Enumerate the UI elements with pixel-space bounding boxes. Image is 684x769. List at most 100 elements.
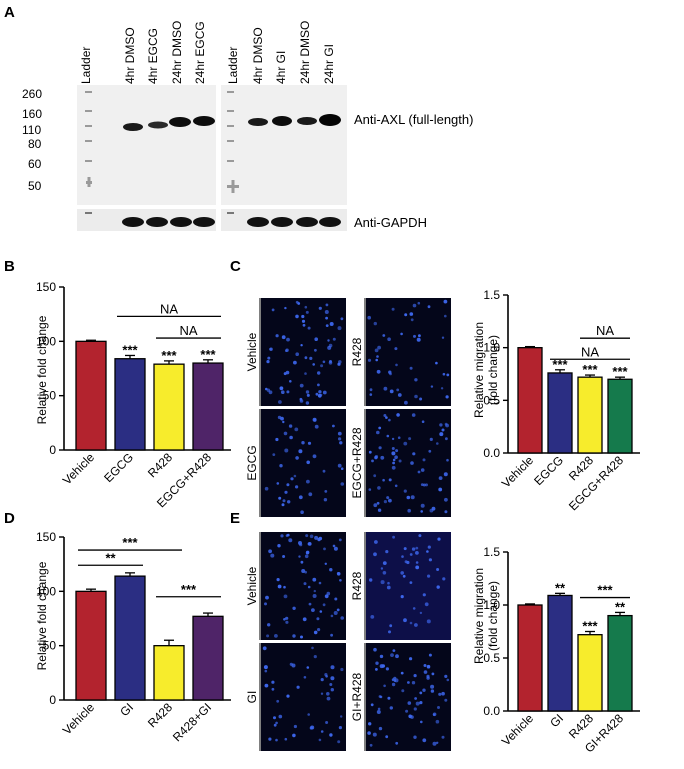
category-label: R428	[145, 700, 175, 730]
cell-nucleus	[289, 662, 293, 666]
cell-nucleus	[388, 498, 392, 503]
cell-nucleus	[409, 366, 413, 370]
cell-nucleus	[282, 499, 286, 503]
cell-nucleus	[340, 616, 345, 620]
cell-nucleus	[330, 676, 335, 681]
cell-nucleus	[283, 585, 286, 589]
cell-nucleus	[375, 358, 379, 362]
cell-nucleus	[288, 424, 293, 428]
cell-nucleus	[430, 684, 435, 689]
cell-nucleus	[305, 310, 309, 314]
bracket-label: NA	[581, 344, 599, 359]
significance-star: ***	[122, 342, 138, 357]
chart-e: 0.00.51.01.5Vehicle**GI***R428**GI+R428*…	[483, 545, 640, 755]
cell-nucleus	[307, 542, 312, 546]
micrograph	[261, 409, 346, 517]
cell-nucleus	[388, 630, 391, 634]
cell-nucleus	[312, 594, 317, 598]
cell-nucleus	[367, 315, 372, 320]
cell-nucleus	[305, 401, 310, 405]
cell-nucleus	[271, 680, 275, 684]
cell-nucleus	[298, 495, 303, 500]
cell-nucleus	[410, 495, 415, 500]
cell-nucleus	[306, 666, 310, 669]
cell-nucleus	[442, 372, 446, 376]
cell-nucleus	[317, 383, 320, 387]
cell-nucleus	[285, 616, 289, 620]
cell-nucleus	[312, 454, 317, 459]
cell-nucleus	[273, 723, 277, 727]
cell-nucleus	[376, 369, 381, 374]
cell-nucleus	[436, 442, 439, 445]
cell-nucleus	[285, 620, 289, 624]
cell-nucleus	[320, 364, 324, 368]
cell-nuclei	[264, 533, 345, 639]
cell-nucleus	[380, 580, 385, 585]
cell-nucleus	[301, 441, 305, 445]
cell-nucleus	[395, 741, 399, 745]
cell-nucleus	[411, 413, 416, 417]
cell-nucleus	[441, 735, 445, 739]
cell-nucleus	[383, 386, 388, 391]
cell-nucleus	[389, 624, 393, 628]
category-label: GI	[117, 700, 136, 719]
cell-nucleus	[300, 344, 303, 347]
cell-nucleus	[416, 337, 421, 342]
cell-nucleus	[315, 392, 319, 396]
cell-nucleus	[320, 730, 324, 733]
cell-nuclei	[367, 647, 450, 747]
cell-nucleus	[373, 552, 377, 557]
chart-d-ylabel: Relative fold change	[35, 561, 49, 670]
cell-nucleus	[337, 362, 341, 366]
cell-nucleus	[401, 555, 404, 558]
cell-nucleus	[280, 416, 284, 421]
cell-nucleus	[322, 603, 326, 607]
cell-nucleus	[300, 560, 304, 564]
chart-e-ylabel-line2: (fold change)	[486, 581, 500, 651]
category-label: Vehicle	[60, 450, 97, 487]
cell-nucleus	[304, 570, 308, 574]
cell-nucleus	[328, 343, 333, 348]
cell-nucleus	[418, 334, 421, 338]
cell-nucleus	[396, 388, 400, 392]
cell-nucleus	[428, 558, 432, 562]
chart-c-ylabel-line2: (fold change)	[486, 335, 500, 405]
cell-nucleus	[439, 423, 443, 427]
cell-nucleus	[420, 720, 423, 724]
cell-nucleus	[285, 534, 289, 537]
cell-nucleus	[318, 390, 322, 394]
cell-nucleus	[398, 459, 402, 463]
cell-nuclei	[369, 534, 446, 634]
cell-nucleus	[301, 314, 305, 319]
chart-c: 0.00.51.01.5Vehicle***EGCG***R428***EGCG…	[483, 288, 640, 513]
cell-nucleus	[266, 634, 270, 638]
cell-nucleus	[264, 486, 269, 491]
cell-nucleus	[403, 489, 407, 493]
cell-nucleus	[275, 437, 279, 442]
cell-nucleus	[282, 555, 286, 558]
y-tick-label: 0	[49, 443, 56, 457]
cell-nucleus	[436, 741, 439, 744]
cell-nucleus	[374, 455, 378, 460]
cell-nucleus	[392, 461, 395, 465]
cell-nucleus	[322, 390, 327, 395]
cell-nucleus	[303, 582, 307, 586]
micrograph-label: EGCG+R428	[350, 427, 364, 498]
cell-nucleus	[415, 701, 420, 706]
bar	[517, 347, 543, 454]
cell-nucleus	[274, 634, 278, 638]
cell-nucleus	[410, 715, 414, 719]
cell-nucleus	[377, 486, 381, 490]
cell-nucleus	[404, 400, 408, 405]
cell-nucleus	[391, 465, 396, 470]
cell-nucleus	[407, 508, 412, 513]
cell-nucleus	[332, 544, 336, 548]
cell-nucleus	[308, 602, 312, 606]
cell-nucleus	[338, 437, 342, 441]
category-label: EGCG	[531, 453, 566, 488]
cell-nucleus	[377, 508, 382, 512]
micrograph	[366, 532, 451, 640]
cell-nucleus	[409, 657, 413, 661]
cell-nucleus	[382, 478, 385, 482]
cell-nucleus	[324, 562, 327, 565]
